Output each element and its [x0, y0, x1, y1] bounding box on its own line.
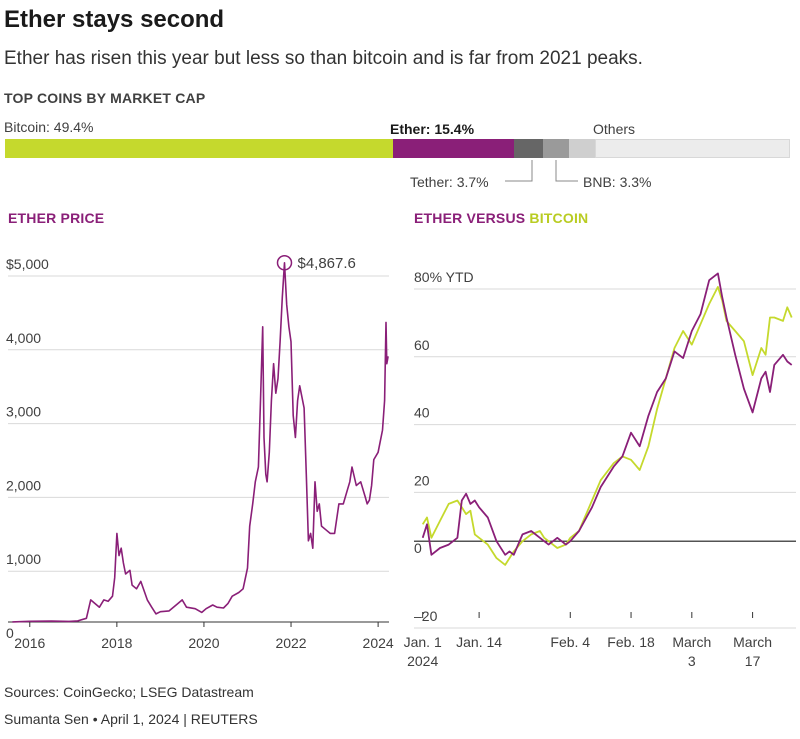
price-x-tick-label: 2022 — [275, 635, 306, 651]
vs-x-tick-label: Feb. 18 — [607, 634, 655, 650]
price-x-tick-label: 2024 — [363, 635, 394, 651]
price-x-tick-label: 2016 — [14, 635, 45, 651]
tether-segment — [513, 139, 543, 158]
tether-share-label: Tether: 3.7% — [410, 174, 489, 190]
vs-y-tick-label: 60 — [414, 337, 430, 353]
others-minor-segment — [568, 139, 595, 158]
ether-price-heading: ETHER PRICE — [8, 210, 105, 226]
market-cap-leaders — [505, 160, 578, 182]
price-y-tick-label: 3,000 — [6, 404, 41, 420]
vs-x-tick-label-line2: 2024 — [407, 653, 438, 669]
ether-price-line — [12, 261, 389, 623]
credit-line: Sumanta Sen • April 1, 2024 | REUTERS — [4, 711, 258, 727]
vs-x-tick-label-line2: 17 — [745, 653, 761, 669]
tether-leader-line — [505, 160, 533, 182]
vs-x-tick-label-line2: 3 — [688, 653, 696, 669]
price-y-tick-label: $5,000 — [6, 256, 49, 272]
price-x-tick-label: 2018 — [101, 635, 132, 651]
vs-x-tick-label: Jan. 14 — [456, 634, 502, 650]
market-cap-heading: TOP COINS BY MARKET CAP — [4, 90, 206, 106]
bnb-leader-line — [555, 160, 578, 182]
price-x-tick-label: 2020 — [188, 635, 219, 651]
vs-y-tick-label: 40 — [414, 405, 430, 421]
vs-x-tick-label: Jan. 1 — [404, 634, 442, 650]
sources-note: Sources: CoinGecko; LSEG Datastream — [4, 684, 254, 700]
vs-y-tick-label: 0 — [414, 540, 422, 556]
bnb-segment — [542, 139, 569, 158]
bnb-share-label: BNB: 3.3% — [583, 174, 652, 190]
bitcoin-segment — [5, 139, 393, 158]
peak-marker — [276, 255, 293, 271]
ether-vs-bitcoin-heading: ETHER VERSUS BITCOIN — [414, 210, 588, 226]
vs-y-tick-label: 80% YTD — [414, 269, 474, 285]
bitcoin-share-label: Bitcoin: 49.4% — [4, 119, 94, 135]
ether-share-label: Ether: 15.4% — [390, 121, 475, 137]
versus-heading-word: VERSUS — [462, 210, 530, 226]
vs-x-tick-label: March — [733, 634, 772, 650]
price-y-tick-label: 0 — [6, 625, 14, 641]
peak-label: $4,867.6 — [297, 255, 355, 272]
ether-segment — [392, 139, 514, 158]
price-y-tick-label: 2,000 — [6, 477, 41, 493]
vs-x-tick-label: March — [672, 634, 711, 650]
bitcoin-heading-word: BITCOIN — [529, 210, 589, 226]
vs-y-tick-label: –20 — [414, 608, 438, 624]
price-y-tick-label: 1,000 — [6, 551, 41, 567]
ether-heading-word: ETHER — [414, 210, 463, 226]
vs-y-tick-label: 20 — [414, 472, 430, 488]
bitcoin-series-line — [421, 286, 793, 566]
vs-x-tick-label: Feb. 4 — [550, 634, 590, 650]
ether-vs-bitcoin-chart: 80% YTD 60 40 20 0 –20 Jan. 1 2024 Jan. 14 Feb. 4… — [404, 269, 796, 669]
ether-series-line — [421, 272, 793, 556]
chart-subtitle: Ether has risen this year but less so th… — [4, 48, 643, 69]
price-y-tick-label: 4,000 — [6, 330, 41, 346]
chart-title: Ether stays second — [4, 6, 225, 33]
others-segment — [594, 139, 790, 158]
others-share-label: Others — [593, 121, 636, 137]
